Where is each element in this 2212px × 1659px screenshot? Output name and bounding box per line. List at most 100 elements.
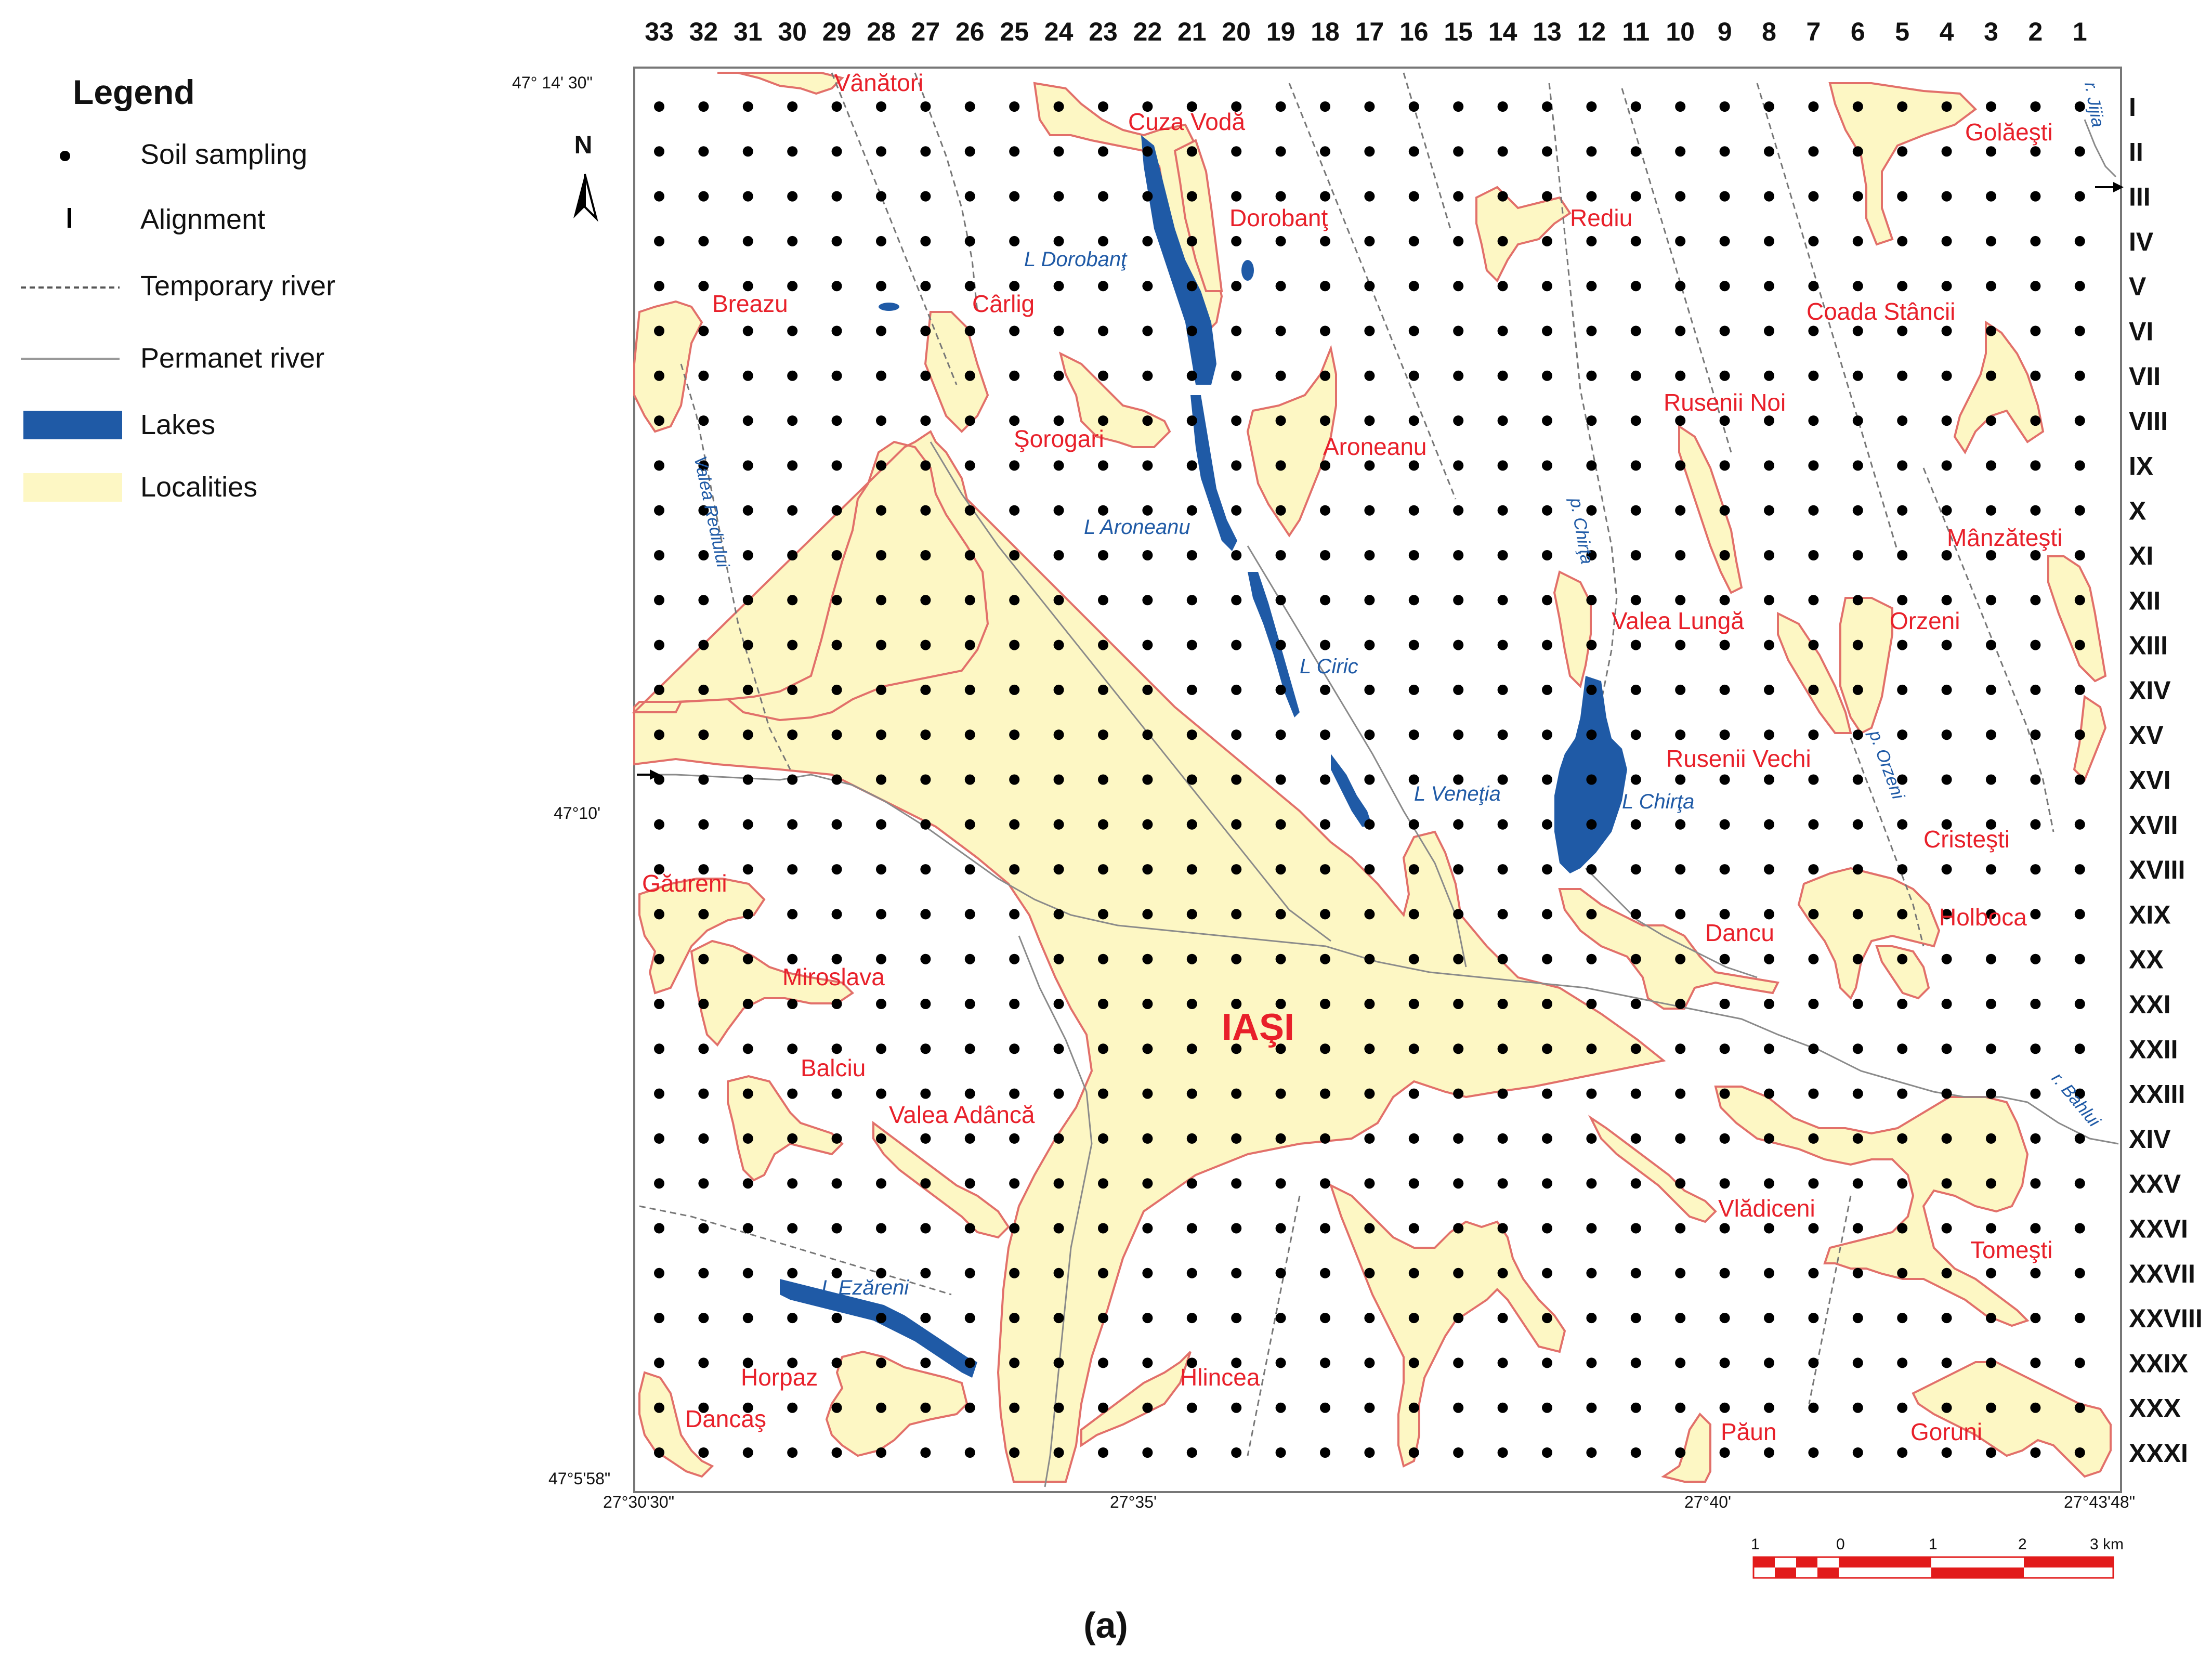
sampling-point bbox=[1808, 236, 1819, 246]
sampling-point bbox=[654, 1313, 664, 1324]
sampling-point bbox=[787, 1357, 798, 1368]
sampling-point bbox=[787, 415, 798, 426]
sampling-point bbox=[1852, 1447, 1863, 1458]
sampling-point bbox=[1852, 684, 1863, 695]
sampling-point bbox=[787, 1133, 798, 1144]
sampling-point bbox=[2030, 953, 2041, 964]
row-labels: IIIIIIIVVVIVIIVIIIIXXXIXIIXIIIXIVXVXVIXV… bbox=[2129, 93, 2203, 1468]
sampling-point bbox=[920, 191, 931, 202]
sampling-point bbox=[831, 1178, 842, 1189]
sampling-point bbox=[1630, 864, 1641, 875]
sampling-point bbox=[1098, 953, 1108, 964]
sampling-point bbox=[1009, 1133, 1020, 1144]
sampling-point bbox=[1719, 684, 1730, 695]
sampling-point bbox=[742, 1268, 753, 1278]
sampling-point bbox=[1053, 1133, 1064, 1144]
sampling-point bbox=[1852, 550, 1863, 560]
sampling-point bbox=[1364, 864, 1375, 875]
sampling-point bbox=[1231, 1178, 1242, 1189]
sampling-point bbox=[1941, 999, 1952, 1009]
sampling-point bbox=[1941, 1043, 1952, 1054]
sampling-point bbox=[2074, 370, 2085, 381]
lake-label-ezareni: L Ezăreni bbox=[821, 1276, 909, 1299]
sampling-point bbox=[964, 864, 975, 875]
veneta-river bbox=[1247, 545, 1467, 968]
sampling-point bbox=[876, 729, 886, 740]
coord-top-left: 47° 14' 30" bbox=[512, 73, 593, 92]
sampling-point bbox=[2074, 595, 2085, 606]
sampling-point bbox=[1231, 281, 1242, 292]
sampling-point bbox=[1453, 1223, 1464, 1234]
sampling-point bbox=[1542, 1447, 1552, 1458]
sampling-point bbox=[964, 370, 975, 381]
sampling-point bbox=[1408, 595, 1419, 606]
sampling-point bbox=[1941, 1133, 1952, 1144]
sampling-point bbox=[964, 909, 975, 920]
sampling-point bbox=[1719, 1043, 1730, 1054]
sampling-point bbox=[1320, 729, 1330, 740]
sampling-point bbox=[831, 1447, 842, 1458]
sampling-point bbox=[1453, 1357, 1464, 1368]
column-label: 1 bbox=[2073, 17, 2087, 46]
sampling-point bbox=[1275, 864, 1286, 875]
place-aroneanu: Aroneanu bbox=[1323, 433, 1427, 460]
sampling-point bbox=[1009, 146, 1020, 157]
locality-manzatesti bbox=[2047, 555, 2107, 683]
sampling-point bbox=[1320, 953, 1330, 964]
sampling-point bbox=[1275, 639, 1286, 650]
sampling-point bbox=[698, 684, 709, 695]
sampling-point bbox=[1986, 999, 1996, 1009]
sampling-point bbox=[2074, 505, 2085, 516]
sampling-point bbox=[1053, 146, 1064, 157]
sampling-point bbox=[742, 1357, 753, 1368]
sampling-point bbox=[1453, 595, 1464, 606]
sampling-point bbox=[1542, 1268, 1552, 1278]
locality-valea-adanca bbox=[872, 1121, 1010, 1239]
sampling-point bbox=[1053, 1178, 1064, 1189]
sampling-point bbox=[1986, 729, 1996, 740]
sampling-point bbox=[698, 953, 709, 964]
sampling-point bbox=[920, 460, 931, 471]
sampling-point bbox=[1542, 639, 1552, 650]
locality-manzatesti-south bbox=[2073, 695, 2107, 782]
sampling-point bbox=[1852, 1178, 1863, 1189]
sampling-point bbox=[1852, 639, 1863, 650]
sampling-point bbox=[1719, 1088, 1730, 1099]
sampling-point bbox=[1098, 819, 1108, 830]
sampling-point bbox=[1764, 999, 1774, 1009]
sampling-point bbox=[876, 864, 886, 875]
sampling-point bbox=[2074, 146, 2085, 157]
sampling-point bbox=[1586, 819, 1597, 830]
sampling-point bbox=[1497, 101, 1508, 112]
sampling-point bbox=[1497, 1223, 1508, 1234]
sampling-point bbox=[1764, 684, 1774, 695]
north-label: N bbox=[574, 132, 593, 159]
place-gaureni: Găureni bbox=[642, 870, 727, 897]
sampling-point bbox=[1320, 281, 1330, 292]
sampling-point bbox=[1497, 146, 1508, 157]
sampling-point bbox=[1053, 191, 1064, 202]
sampling-point bbox=[1586, 1178, 1597, 1189]
sampling-point bbox=[654, 460, 664, 471]
sampling-point bbox=[964, 415, 975, 426]
sampling-point bbox=[1186, 1223, 1197, 1234]
column-label: 23 bbox=[1089, 17, 1118, 46]
sampling-point bbox=[1098, 1178, 1108, 1189]
sampling-point bbox=[964, 146, 975, 157]
sampling-point bbox=[1897, 236, 1908, 246]
sampling-point bbox=[1852, 729, 1863, 740]
column-label: 20 bbox=[1222, 17, 1251, 46]
sampling-point bbox=[1320, 1268, 1330, 1278]
sampling-point bbox=[1408, 236, 1419, 246]
sampling-point bbox=[787, 1043, 798, 1054]
sampling-point bbox=[698, 819, 709, 830]
sampling-point bbox=[1453, 1088, 1464, 1099]
row-label: X bbox=[2129, 497, 2146, 526]
sampling-point bbox=[1009, 1223, 1020, 1234]
sampling-point bbox=[654, 639, 664, 650]
sampling-point bbox=[1098, 1223, 1108, 1234]
sampling-point bbox=[698, 1043, 709, 1054]
sampling-point bbox=[1852, 281, 1863, 292]
sampling-point bbox=[876, 281, 886, 292]
sampling-point bbox=[1586, 774, 1597, 785]
